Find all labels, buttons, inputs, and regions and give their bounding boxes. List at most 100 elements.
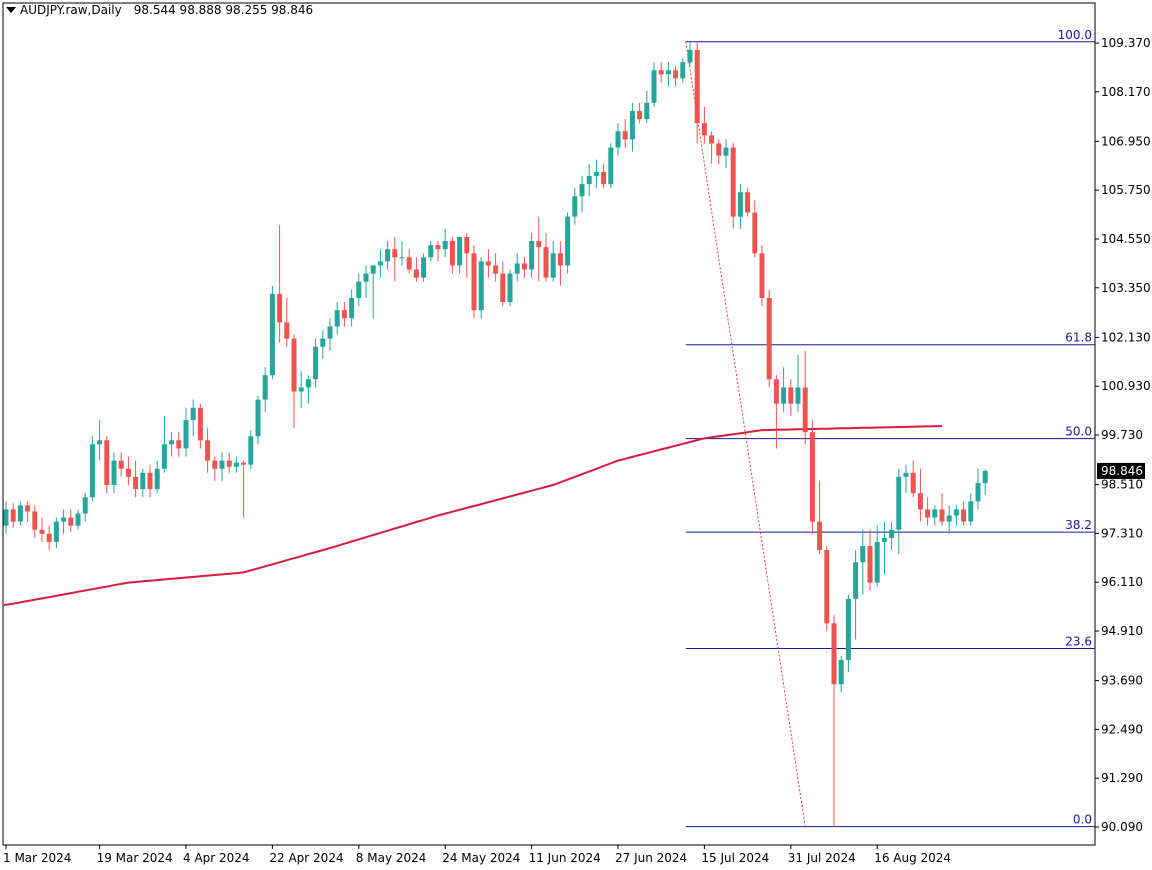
- candle-body: [896, 476, 902, 530]
- candle-body: [752, 212, 758, 254]
- candle-body: [982, 470, 988, 484]
- y-tick-label: 99.730: [1101, 428, 1143, 442]
- candle-body: [111, 460, 117, 486]
- candle-body: [838, 659, 844, 685]
- candle-body: [262, 375, 268, 400]
- candle-body: [586, 175, 592, 185]
- candle-body: [680, 62, 686, 79]
- candle-body: [3, 509, 9, 526]
- candle-body: [442, 241, 448, 250]
- current-price-tag: [1097, 462, 1145, 479]
- candle-body: [399, 257, 405, 259]
- candle-body: [788, 387, 794, 404]
- candle-body: [457, 236, 463, 266]
- y-tick-label: 108.170: [1101, 85, 1151, 99]
- candle-body: [356, 281, 362, 298]
- candle-body: [651, 70, 657, 103]
- candle-body: [449, 241, 455, 266]
- candle-body: [320, 338, 326, 347]
- candle-body: [97, 440, 103, 445]
- candle-body: [406, 257, 412, 270]
- candle-body: [853, 562, 859, 599]
- candle-body: [147, 472, 153, 490]
- candle-body: [493, 265, 499, 274]
- candle-body: [694, 49, 700, 124]
- candle-body: [889, 529, 895, 538]
- candle-body: [701, 123, 707, 136]
- candle-body: [471, 253, 477, 311]
- x-tick-label: 15 Jul 2024: [701, 851, 769, 865]
- candle-body: [10, 509, 16, 522]
- candle-body: [392, 249, 398, 258]
- candle-body: [305, 379, 311, 388]
- candle-body: [737, 192, 743, 217]
- candle-body: [46, 533, 52, 542]
- candle-body: [334, 310, 340, 327]
- candle-body: [169, 440, 175, 445]
- candle-body: [39, 529, 45, 534]
- candle-body: [269, 293, 275, 376]
- candle-body: [233, 462, 239, 467]
- candle-body: [759, 253, 765, 298]
- candle-body: [341, 310, 347, 319]
- candle-body: [197, 407, 203, 441]
- moving-average-line: [3, 425, 943, 606]
- fib-level-label: 23.6: [1065, 634, 1092, 648]
- candle-body: [226, 460, 232, 467]
- y-tick-label: 91.290: [1101, 771, 1143, 785]
- candle-body: [291, 338, 297, 392]
- candle-body: [910, 472, 916, 494]
- candle-body: [572, 196, 578, 217]
- y-tick-label: 92.490: [1101, 722, 1143, 736]
- candle-body: [593, 171, 599, 176]
- candle-body: [809, 432, 815, 522]
- candle-body: [903, 472, 909, 477]
- candle-body: [82, 497, 88, 514]
- candle-body: [925, 509, 931, 518]
- candle-body: [478, 261, 484, 311]
- y-tick-label: 104.550: [1101, 232, 1151, 246]
- candle-body: [961, 509, 967, 522]
- candle-body: [68, 517, 74, 526]
- candle-body: [176, 440, 182, 449]
- candle-body: [629, 110, 635, 140]
- symbol-label: AUDJPY.raw,Daily: [20, 3, 122, 17]
- candle-body: [543, 247, 549, 278]
- candle-body: [665, 70, 671, 75]
- candle-body: [550, 253, 556, 278]
- current-price-label: 98.846: [1101, 464, 1143, 478]
- candle-body: [773, 379, 779, 404]
- candle-body: [284, 322, 290, 339]
- candle-body: [248, 436, 254, 465]
- y-tick-label: 94.910: [1101, 624, 1143, 638]
- y-tick-label: 105.750: [1101, 183, 1151, 197]
- y-tick-label: 100.930: [1101, 379, 1151, 393]
- candle-body: [637, 110, 643, 120]
- candle-body: [557, 253, 563, 266]
- candle-body: [536, 241, 542, 248]
- candle-body: [802, 387, 808, 433]
- candle-body: [514, 263, 520, 274]
- candle-body: [723, 147, 729, 156]
- x-tick-label: 31 Jul 2024: [788, 851, 856, 865]
- candle-body: [579, 184, 585, 197]
- candle-body: [61, 517, 67, 522]
- candle-body: [140, 472, 146, 490]
- candle-body: [349, 297, 355, 319]
- chevron-down-icon[interactable]: [6, 7, 16, 13]
- fib-level-label: 61.8: [1065, 331, 1092, 345]
- candle-body: [521, 263, 527, 270]
- candle-body: [795, 387, 801, 404]
- candle-body: [622, 131, 628, 140]
- y-tick-label: 106.950: [1101, 134, 1151, 148]
- candle-body: [817, 521, 823, 551]
- x-tick-label: 27 Jun 2024: [615, 851, 687, 865]
- candle-body: [161, 444, 167, 469]
- candle-body: [435, 245, 441, 250]
- y-tick-label: 96.110: [1101, 575, 1143, 589]
- candle-body: [781, 387, 787, 404]
- candle-body: [946, 515, 952, 522]
- candle-body: [608, 147, 614, 185]
